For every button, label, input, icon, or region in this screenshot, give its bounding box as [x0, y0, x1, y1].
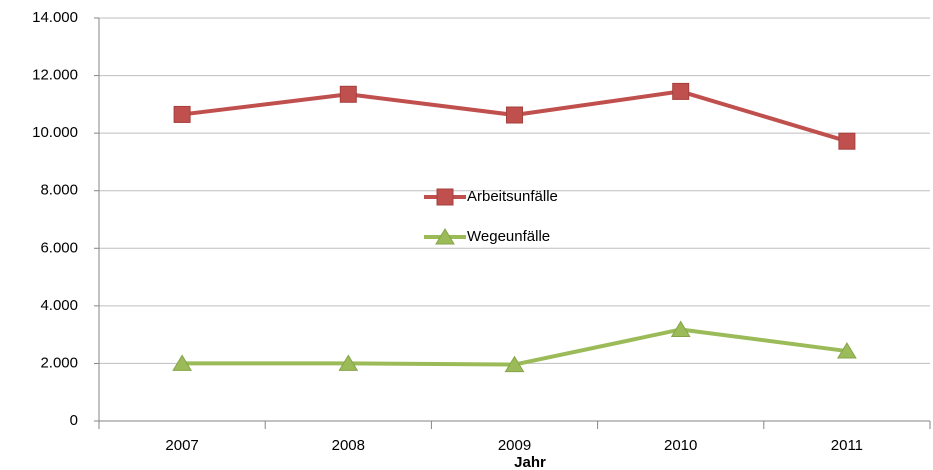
marker	[172, 354, 192, 371]
marker	[670, 320, 691, 337]
x-tick-label: 2011	[831, 437, 863, 454]
marker	[672, 82, 690, 100]
x-axis-label: Jahr	[514, 454, 546, 470]
x-tick-label: 2010	[664, 437, 697, 454]
y-tick-label: 4.000	[40, 297, 78, 314]
marker	[338, 354, 359, 371]
x-tick-label: 2008	[332, 437, 365, 454]
legend-marker	[436, 188, 454, 206]
marker	[506, 106, 523, 124]
marker	[339, 85, 357, 103]
marker	[173, 105, 191, 123]
y-tick-label: 8.000	[40, 182, 78, 199]
y-tick-label: 6.000	[40, 239, 78, 256]
x-tick-label: 2007	[165, 437, 198, 454]
marker	[838, 132, 856, 150]
legend-marker	[435, 228, 455, 245]
legend-label: Arbeitsunfälle	[467, 188, 558, 205]
y-tick-label: 10.000	[32, 124, 78, 141]
x-tick-label: 2009	[498, 437, 531, 454]
y-tick-label: 2.000	[40, 354, 78, 371]
y-tick-label: 14.000	[32, 9, 78, 26]
y-tick-label: 12.000	[32, 67, 78, 84]
y-tick-label: 0	[70, 412, 78, 429]
marker	[837, 342, 857, 359]
legend-label: Wegeunfälle	[467, 228, 550, 245]
marker	[504, 355, 525, 373]
